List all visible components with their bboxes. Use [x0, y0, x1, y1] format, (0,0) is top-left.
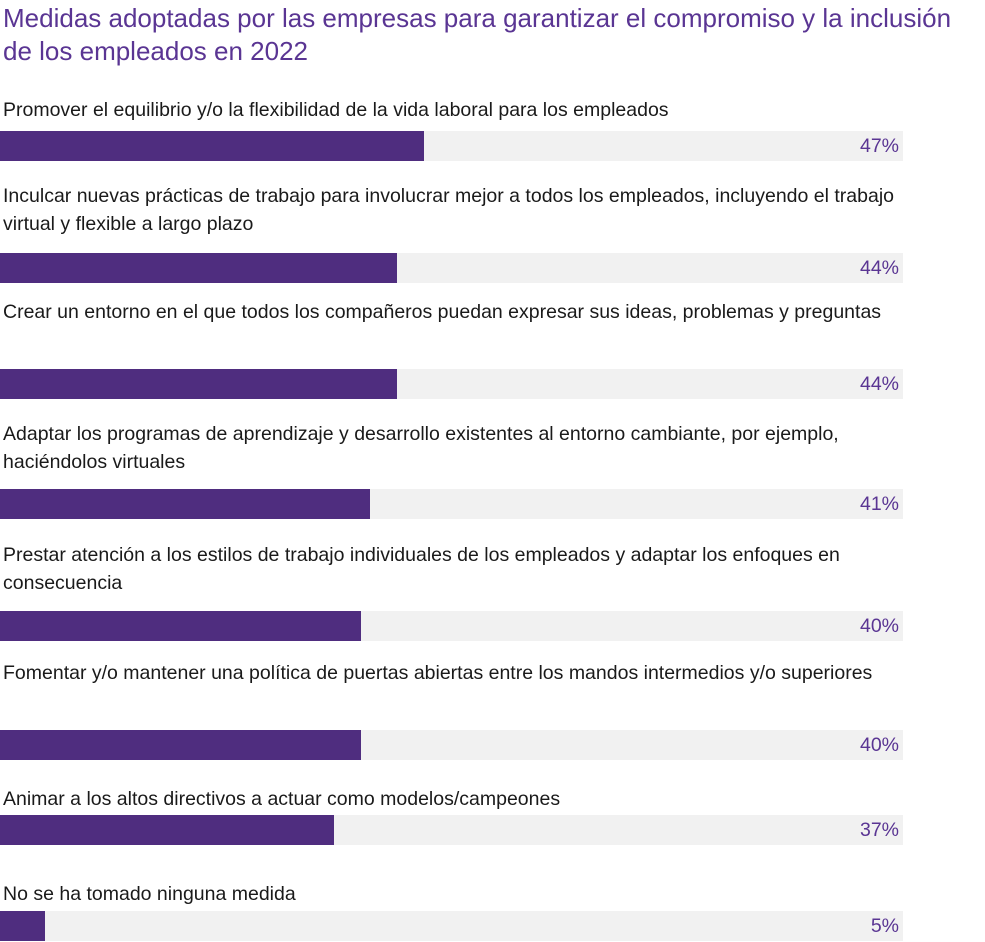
- value-label: 37%: [859, 819, 899, 841]
- bar-track: 5%: [0, 911, 903, 941]
- value-label: 44%: [859, 373, 899, 395]
- category-label: Fomentar y/o mantener una política de pu…: [3, 662, 873, 684]
- bar-track: 40%: [0, 611, 903, 641]
- value-label: 5%: [870, 915, 899, 937]
- bar-track: 44%: [0, 253, 903, 283]
- value-label: 40%: [859, 615, 899, 637]
- category-label: Prestar atención a los estilos de trabaj…: [3, 544, 840, 594]
- chart-title: Medidas adoptadas por las empresas para …: [3, 3, 952, 66]
- category-label: No se ha tomado ninguna medida: [3, 883, 296, 905]
- bar: [0, 911, 46, 941]
- category-label: Adaptar los programas de aprendizaje y d…: [3, 423, 839, 473]
- value-label: 47%: [859, 135, 899, 157]
- bar: [0, 815, 335, 845]
- bar: [0, 730, 362, 760]
- category-label: Crear un entorno en el que todos los com…: [3, 301, 882, 323]
- bar: [0, 489, 371, 519]
- value-label: 44%: [859, 257, 899, 279]
- bar-track: 37%: [0, 815, 903, 845]
- bar-track: 44%: [0, 369, 903, 399]
- bar: [0, 611, 362, 641]
- category-label: Promover el equilibrio y/o la flexibilid…: [3, 99, 669, 121]
- category-label: Inculcar nuevas prácticas de trabajo par…: [3, 185, 894, 235]
- category-label: Animar a los altos directivos a actuar c…: [3, 788, 561, 810]
- bar: [0, 253, 398, 283]
- bar-track: 41%: [0, 489, 903, 519]
- value-label: 40%: [859, 734, 899, 756]
- bar-track: 40%: [0, 730, 903, 760]
- value-label: 41%: [859, 493, 899, 515]
- bar: [0, 131, 425, 161]
- bar-track: 47%: [0, 131, 903, 161]
- bar: [0, 369, 398, 399]
